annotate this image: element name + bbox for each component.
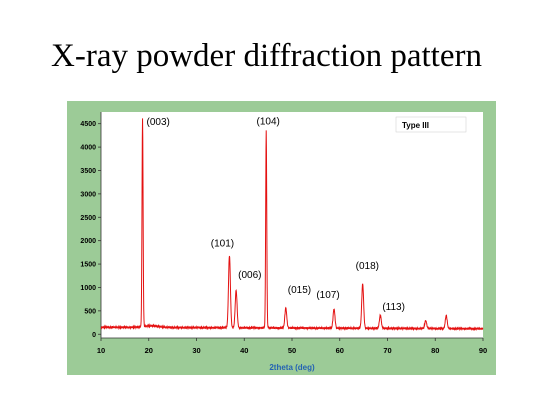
peak-label: (006): [238, 270, 261, 281]
peak-labels: (003) (101) (006) (104) (015) (107) (018) (113): [147, 117, 405, 313]
peak-label: (101): [211, 239, 234, 250]
y-tick-label: 500: [84, 308, 96, 315]
x-tick-label: 80: [431, 346, 439, 355]
x-tick-label: 50: [288, 346, 296, 355]
y-tick-label: 3500: [80, 168, 96, 175]
peak-label: (015): [288, 285, 311, 296]
x-tick-label: 10: [97, 346, 105, 355]
peak-label: (104): [257, 117, 280, 128]
x-tick-label: 60: [336, 346, 344, 355]
x-tick-label: 40: [240, 346, 248, 355]
x-axis-label: 2theta (deg): [269, 363, 315, 372]
y-tick-label: 4500: [80, 121, 96, 128]
x-tick-label: 70: [383, 346, 391, 355]
y-tick-label: 2000: [80, 238, 96, 245]
x-tick-label: 20: [145, 346, 153, 355]
y-tick-label: 0: [92, 332, 96, 339]
y-tick-label: 4000: [80, 145, 96, 152]
peak-label: (003): [147, 117, 170, 128]
series-line: [100, 118, 484, 332]
legend-entry: Type III: [402, 121, 429, 130]
legend-box: [395, 116, 467, 133]
peak-label: (107): [316, 290, 339, 301]
plot-area: [101, 112, 483, 338]
y-tick-label: 3000: [80, 191, 96, 198]
x-ticks: 10 20 30 40 50 60 70 80 90: [97, 338, 487, 355]
x-tick-label: 30: [192, 346, 200, 355]
y-tick-label: 1500: [80, 262, 96, 269]
x-tick-label: 90: [479, 346, 487, 355]
slide-title: X-ray powder diffraction pattern: [51, 38, 482, 74]
y-tick-label: 2500: [80, 215, 96, 222]
peak-label: (113): [382, 302, 405, 313]
peak-label: (018): [356, 261, 379, 272]
y-tick-label: 1000: [80, 285, 96, 292]
y-ticks: 0 500 1000 1500 2000 2500 3000 3500 4000 4500: [80, 121, 101, 339]
